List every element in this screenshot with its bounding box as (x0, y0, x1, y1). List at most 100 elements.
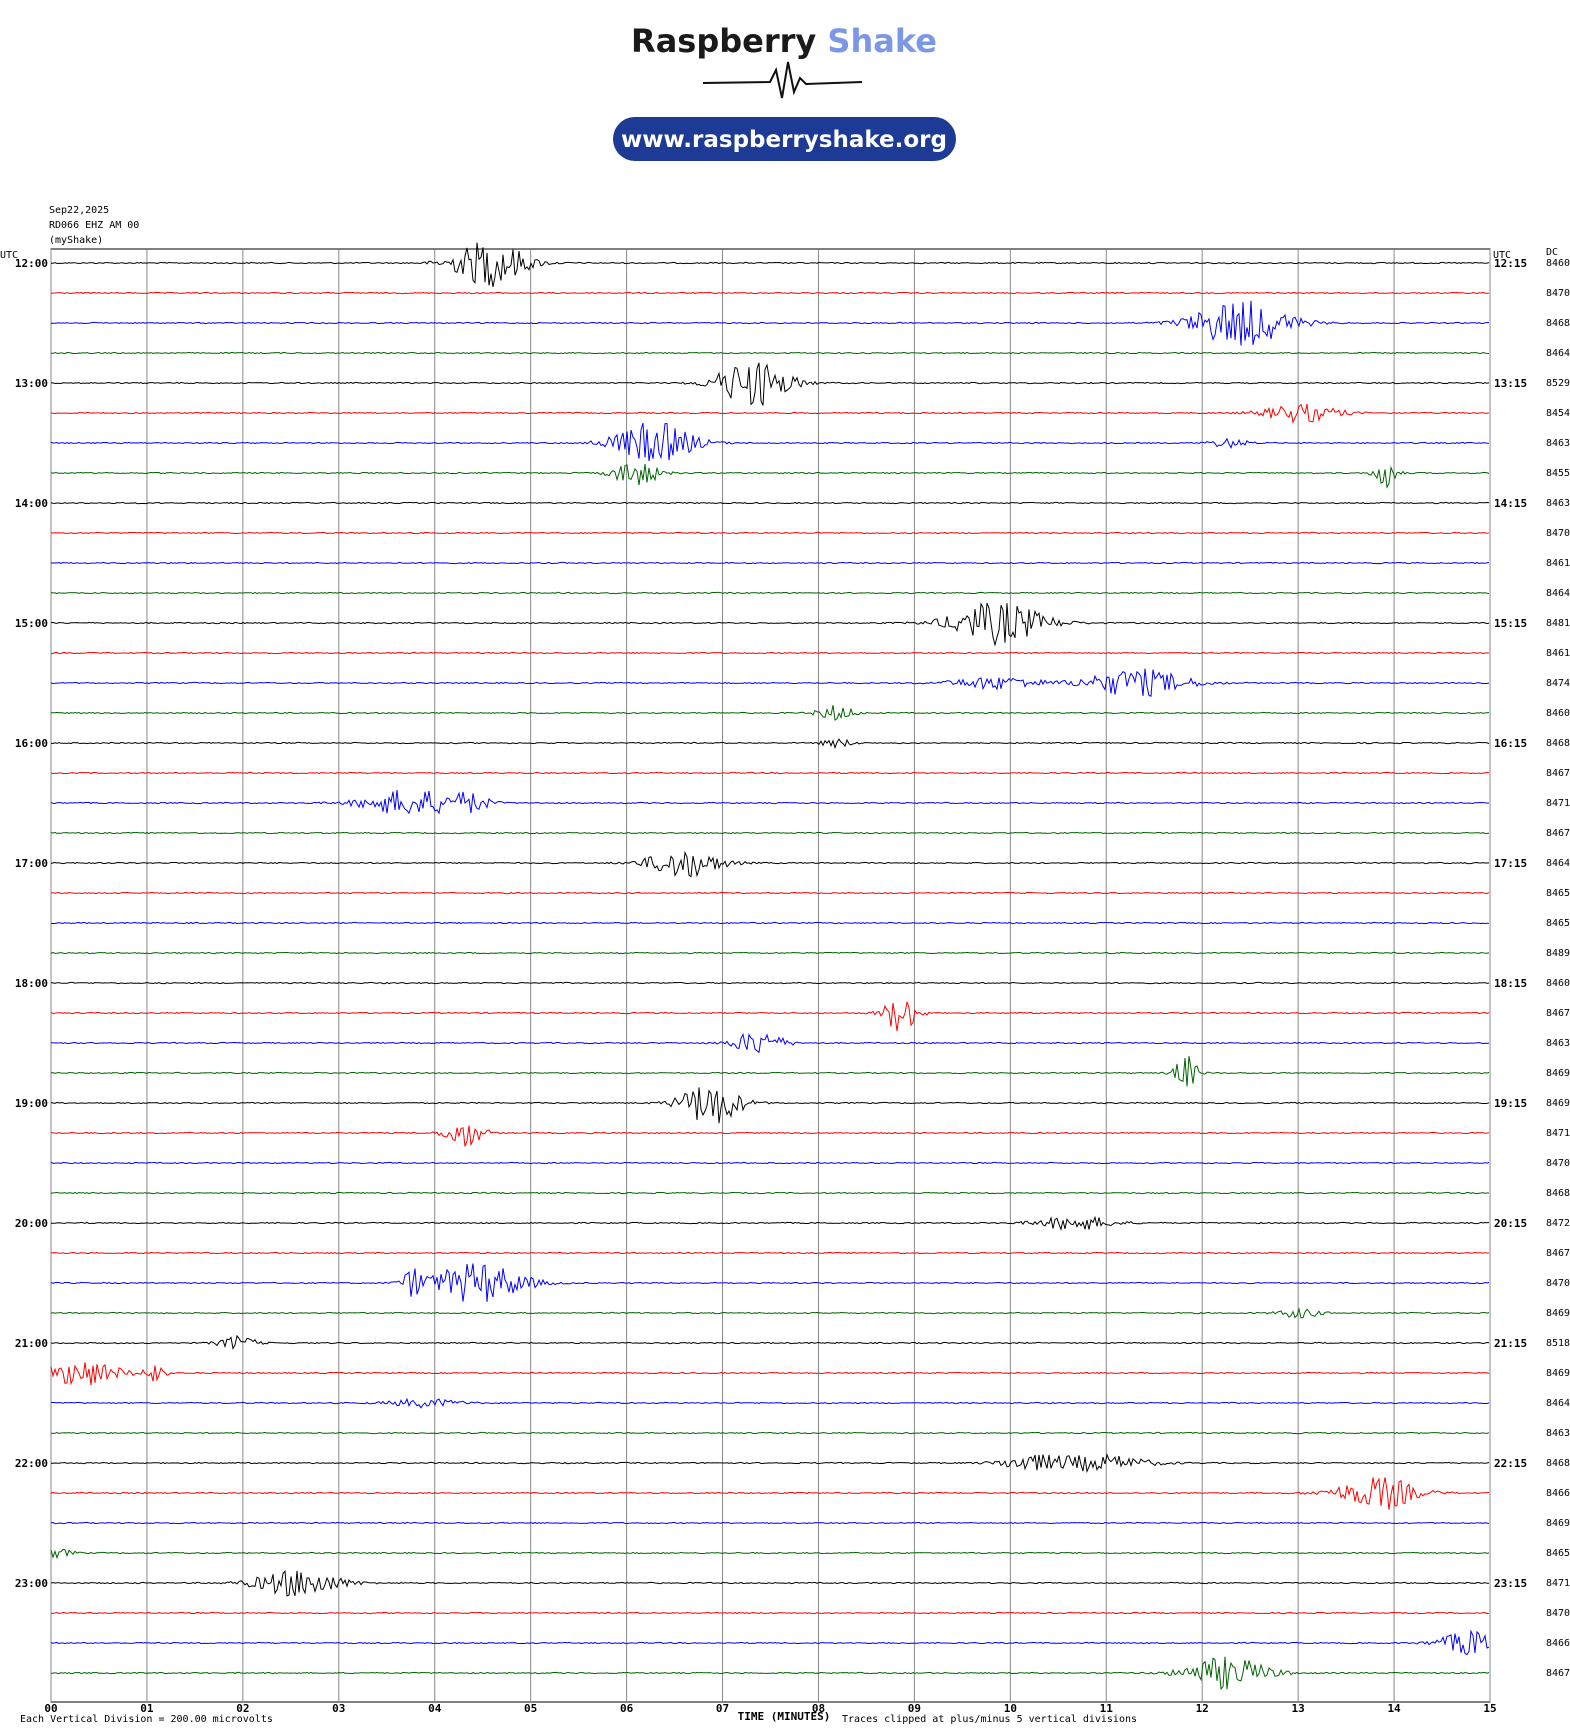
dc-value: 8465 (1546, 1548, 1570, 1559)
dc-value: 8463 (1546, 1428, 1570, 1439)
hour-label-right: 17:15 (1494, 857, 1527, 870)
hour-label: 16:00 (15, 737, 48, 750)
logo-wave (702, 61, 863, 99)
hour-label-right: 16:15 (1494, 737, 1527, 750)
trace (51, 1397, 1490, 1409)
dc-value: 8469 (1546, 1368, 1570, 1379)
dc-value: 8468 (1546, 1458, 1570, 1469)
dc-value: 8469 (1546, 1098, 1570, 1109)
dc-value: 8529 (1546, 378, 1570, 389)
dc-value: 8489 (1546, 948, 1570, 959)
dc-value: 8481 (1546, 618, 1570, 629)
x-tick-label: 05 (524, 1702, 537, 1715)
trace (50, 1125, 1490, 1147)
hour-label-right: 22:15 (1494, 1457, 1527, 1470)
trace (50, 1548, 1490, 1560)
trace (50, 1570, 1490, 1597)
url[interactable]: www.raspberryshake.org (621, 127, 947, 153)
brand-first: Raspberry (631, 22, 816, 60)
trace (50, 981, 1490, 985)
dc-value: 8461 (1546, 648, 1570, 659)
trace (51, 651, 1490, 655)
trace (50, 1629, 1490, 1656)
hour-label: 15:00 (15, 617, 48, 630)
right-title: UTC (1493, 250, 1511, 261)
trace (50, 1521, 1490, 1525)
trace (50, 403, 1490, 424)
trace (50, 422, 1490, 462)
dc-value: 8471 (1546, 1128, 1570, 1139)
trace (50, 1191, 1490, 1195)
dc-value: 8469 (1546, 1308, 1570, 1319)
trace (50, 705, 1490, 721)
dc-value: 8463 (1546, 1038, 1570, 1049)
trace (50, 300, 1490, 346)
x-tick-label: 07 (716, 1702, 729, 1715)
grid (50, 249, 1491, 1702)
dc-value: 8464 (1546, 858, 1570, 869)
hour-label-right: 23:15 (1494, 1577, 1527, 1590)
dc-value: 8467 (1546, 828, 1570, 839)
trace (50, 1032, 1490, 1054)
dc-title: DC (1546, 247, 1558, 258)
trace (50, 501, 1490, 505)
hour-label-right: 12:15 (1494, 257, 1527, 270)
dc-value: 8464 (1546, 1398, 1570, 1409)
trace (51, 1215, 1490, 1231)
trace (51, 1251, 1490, 1255)
trace (50, 789, 1490, 815)
dc-value: 8465 (1546, 918, 1570, 929)
trace (50, 951, 1490, 955)
trace (51, 291, 1490, 295)
trace (50, 1431, 1490, 1435)
trace (50, 1611, 1490, 1615)
trace (50, 738, 1490, 750)
dc-value: 8469 (1546, 1068, 1570, 1079)
trace (50, 1453, 1490, 1474)
dc-value: 8467 (1546, 1248, 1570, 1259)
x-tick-label: 09 (908, 1702, 921, 1715)
trace (50, 531, 1490, 535)
labels: 00 01 02 03 04 05 06 07 08 09 10 11 12 13 14 15 8460 8470… (15, 257, 1570, 1715)
network: (myShake) (49, 235, 103, 246)
x-tick-label: 12 (1196, 1702, 1209, 1715)
hour-label: 18:00 (15, 977, 48, 990)
dc-value: 8518 (1546, 1338, 1570, 1349)
trace (51, 921, 1490, 925)
url-pill[interactable] (613, 117, 956, 161)
trace (50, 1161, 1490, 1165)
dc-value: 8468 (1546, 1188, 1570, 1199)
trace (50, 1087, 1490, 1124)
hour-label: 20:00 (15, 1217, 48, 1230)
trace (50, 591, 1490, 595)
hour-label-right: 14:15 (1494, 497, 1527, 510)
dc-value: 8464 (1546, 348, 1570, 359)
dc-value: 8460 (1546, 978, 1570, 989)
x-tick-label: 06 (620, 1702, 634, 1715)
x-tick-label: 00 (44, 1702, 57, 1715)
hour-label-right: 13:15 (1494, 377, 1527, 390)
trace (50, 351, 1490, 355)
dc-value: 8470 (1546, 288, 1570, 299)
clip-note: Traces clipped at plus/minus 5 vertical … (842, 1714, 1137, 1725)
brand-second: Shake (827, 22, 937, 60)
dc-value: 8461 (1546, 558, 1570, 569)
dc-value: 8465 (1546, 888, 1570, 899)
trace (50, 891, 1490, 895)
trace (50, 1334, 1490, 1350)
hour-label: 23:00 (15, 1577, 48, 1590)
x-tick-label: 14 (1387, 1702, 1401, 1715)
trace (50, 1362, 1490, 1386)
dc-value: 8468 (1546, 318, 1570, 329)
dc-value: 8455 (1546, 468, 1570, 479)
hour-label: 21:00 (15, 1337, 48, 1350)
hour-label-right: 18:15 (1494, 977, 1527, 990)
hour-label: 14:00 (15, 497, 48, 510)
hour-label-right: 19:15 (1494, 1097, 1527, 1110)
dc-value: 8470 (1546, 1158, 1570, 1169)
dc-value: 8464 (1546, 588, 1570, 599)
dc-value: 8470 (1546, 1278, 1570, 1289)
trace (50, 602, 1490, 647)
dc-value: 8469 (1546, 1518, 1570, 1529)
